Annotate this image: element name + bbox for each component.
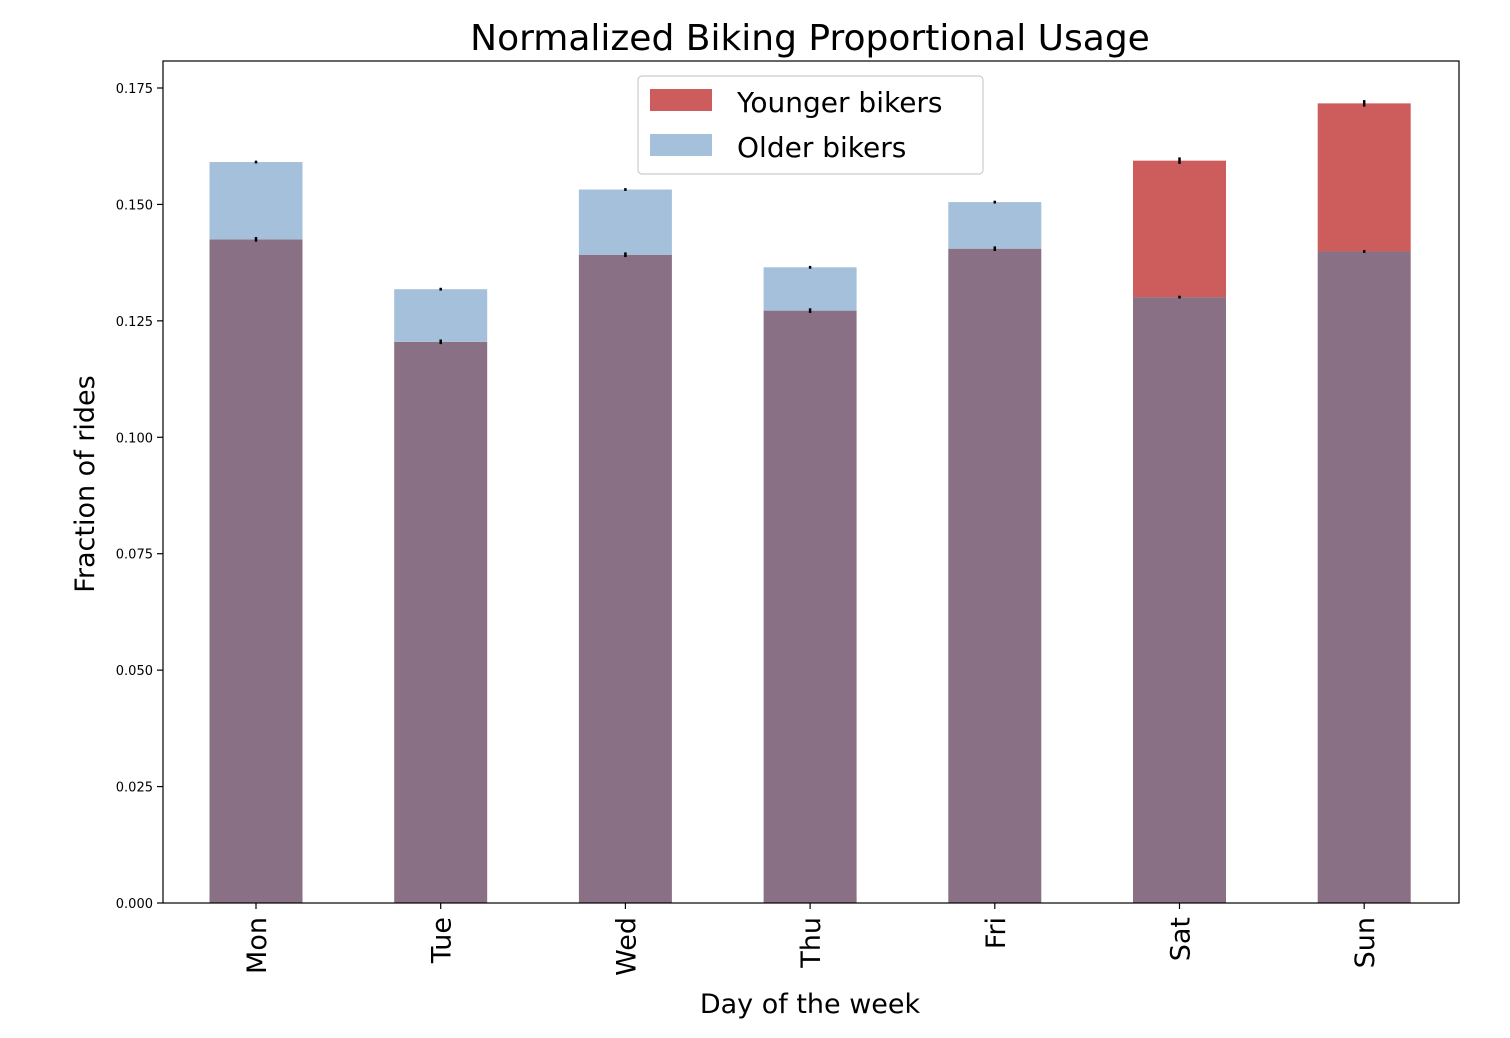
legend: Younger bikers Older bikers: [637, 75, 984, 175]
legend-label-older-bikers: Older bikers: [737, 131, 906, 164]
y-tick-label-4: 0.100: [116, 431, 153, 446]
y-tick-label-2: 0.050: [116, 664, 153, 679]
bar-overlap-tue: [394, 341, 488, 903]
bar-overlap-sun: [1317, 251, 1411, 904]
x-tick-label-sat: Sat: [1166, 917, 1197, 961]
bar-overlap-wed: [578, 254, 672, 903]
x-tick-label-mon: Mon: [242, 917, 273, 974]
bar-older-bikers-mon: [209, 162, 303, 240]
errorbars-layer: [254, 100, 1366, 345]
x-axis: Mon Tue Wed Thu Fri Sat Sun: [242, 903, 1381, 976]
bar-older-bikers-thu: [763, 267, 857, 311]
x-tick-label-wed: Wed: [611, 917, 642, 976]
bar-younger-bikers-sun: [1317, 103, 1411, 252]
x-tick-label-fri: Fri: [981, 917, 1012, 949]
legend-swatch-younger-bikers: [650, 89, 712, 111]
legend-frame: [637, 75, 984, 175]
bar-younger-bikers-sat: [1133, 160, 1226, 298]
chart-title: Normalized Biking Proportional Usage: [470, 18, 1150, 59]
y-tick-label-7: 0.175: [116, 82, 153, 97]
y-tick-label-6: 0.150: [116, 198, 153, 213]
x-tick-label-thu: Thu: [796, 917, 827, 969]
bar-overlap-fri: [948, 248, 1042, 903]
plot-frame: [162, 60, 1460, 904]
bars-layer: [209, 103, 1411, 904]
y-tick-label-1: 0.025: [116, 781, 153, 796]
bar-overlap-mon: [209, 239, 303, 903]
bar-older-bikers-fri: [948, 202, 1042, 249]
bar-overlap-thu: [763, 310, 857, 903]
x-axis-title: Day of the week: [700, 989, 921, 1020]
y-tick-label-3: 0.075: [116, 548, 153, 563]
x-tick-label-sun: Sun: [1350, 917, 1381, 968]
y-tick-label-5: 0.125: [116, 315, 153, 330]
legend-swatch-older-bikers: [650, 134, 712, 156]
x-tick-label-tue: Tue: [427, 917, 458, 964]
y-axis-title: Fraction of rides: [70, 375, 101, 592]
bar-older-bikers-tue: [394, 289, 488, 342]
bar-older-bikers-wed: [578, 189, 672, 255]
y-tick-label-0: 0.000: [116, 897, 153, 912]
legend-label-younger-bikers: Younger bikers: [736, 86, 943, 119]
bar-overlap-sat: [1133, 297, 1226, 903]
y-axis: 0.000 0.025 0.050 0.075 0.100 0.125 0.150 0.175: [116, 82, 163, 912]
